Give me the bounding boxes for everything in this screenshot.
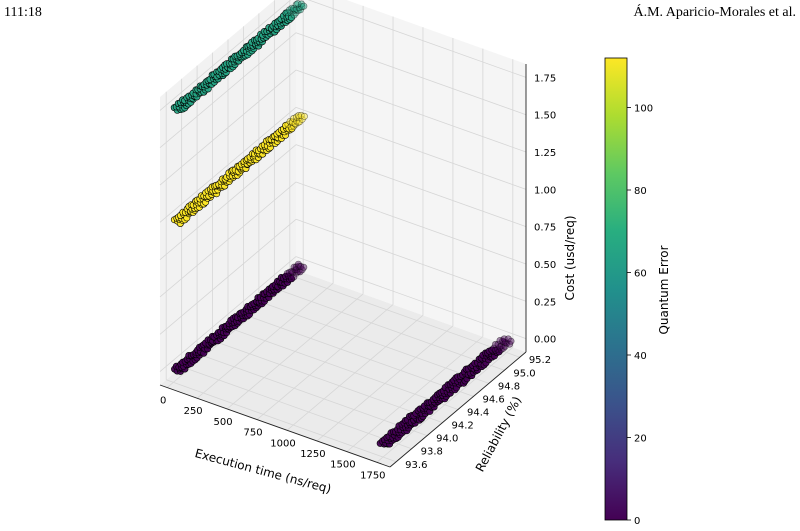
scatter-points	[170, 0, 515, 448]
scatter-point	[300, 263, 308, 271]
colorbar-gradient	[604, 57, 628, 521]
y-tick-label: 94.4	[467, 408, 489, 419]
y-gridline	[227, 327, 459, 410]
scatter-series	[170, 0, 308, 114]
z-gridline	[159, 144, 297, 260]
x-axis-line	[159, 384, 391, 468]
y-gridline	[181, 366, 412, 450]
z-gridline	[295, 181, 527, 265]
scatter-point	[300, 2, 308, 10]
z-tick-label: 1.00	[534, 185, 556, 196]
z-gridline	[295, 32, 527, 116]
y-gridline	[258, 300, 490, 384]
x-tick-label: 0	[160, 396, 166, 407]
z-gridline	[295, 106, 527, 190]
y-gridline	[274, 287, 505, 371]
scatter-point	[283, 269, 291, 277]
colorbar-tick-label: 40	[634, 351, 647, 362]
z-tick-label: 0.75	[534, 223, 556, 234]
y-tick-label: 95.2	[529, 355, 551, 366]
z-gridline	[295, 144, 527, 228]
z-tick-label: 1.25	[534, 148, 556, 159]
colorbar-tick-label: 100	[634, 104, 653, 115]
z-tick-label: 1.75	[534, 73, 556, 84]
y-gridline	[289, 274, 520, 358]
scatter-point	[296, 268, 304, 276]
y-gridline	[243, 314, 474, 397]
colorbar: 0 20 40 60 80 100	[604, 57, 653, 527]
page-number: 111:18	[4, 5, 42, 20]
colorbar-tick-label: 20	[634, 434, 647, 445]
axis-lines	[159, 64, 527, 468]
y-gridline	[166, 379, 397, 463]
z-axis-label: Cost (usd/req)	[563, 215, 577, 300]
z-gridline	[159, 256, 297, 372]
scatter-point	[496, 336, 504, 344]
scatter-point	[504, 335, 512, 343]
z-gridline	[295, 256, 527, 339]
z-tick-label: 0.25	[534, 297, 556, 308]
z-gridline	[159, 181, 297, 298]
z-gridline	[159, 0, 292, 111]
scatter-point	[500, 335, 508, 343]
colorbar-label: Quantum Error	[657, 245, 671, 334]
y-tick-label: 94.6	[482, 394, 504, 405]
scatter-point	[300, 112, 308, 120]
scatter-point	[289, 268, 297, 276]
x-tick-label: 1500	[330, 460, 355, 471]
grid-lines	[159, 0, 527, 463]
z-tick-label: 1.50	[534, 111, 556, 122]
z-gridline	[295, 69, 527, 153]
x-tick-label: 1250	[300, 449, 325, 460]
scatter-series	[376, 335, 515, 448]
z-gridline	[159, 32, 297, 149]
z-gridline	[295, 218, 527, 302]
x-tick-label: 250	[184, 406, 203, 417]
scatter-point	[287, 14, 295, 22]
colorbar-tick-label: 80	[634, 186, 647, 197]
x-tick-label: 500	[214, 417, 233, 428]
y-gridline	[196, 353, 428, 437]
z-tick-label: 0.00	[534, 335, 556, 346]
colorbar-tick-label: 0	[634, 516, 640, 527]
back-pane	[296, 0, 526, 352]
y-tick-label: 93.8	[421, 447, 443, 458]
z-tick-label: 0.50	[534, 260, 556, 271]
x-tick-label: 750	[243, 428, 262, 439]
y-axis-label: Reliability (%)	[473, 394, 524, 474]
x-tick-label: 1000	[270, 438, 295, 449]
y-gridline	[212, 340, 443, 423]
scatter-series	[170, 111, 308, 228]
z-gridline	[159, 69, 297, 186]
scatter-point	[507, 337, 515, 345]
y-tick-label: 94.8	[498, 381, 520, 392]
scatter-point	[295, 112, 303, 120]
y-tick-label: 94.0	[436, 434, 458, 445]
y-tick-label: 94.2	[452, 421, 474, 432]
z-gridline	[307, 0, 527, 78]
scatter-series	[171, 260, 308, 375]
z-gridline	[159, 218, 297, 335]
tick-labels: 0 250 500 750 1000 1250 1500 1750 93.6 93.8 94.0 94…	[160, 73, 556, 481]
y-tick-label: 95.0	[513, 368, 535, 379]
x-tick-label: 1750	[360, 470, 385, 481]
y-tick-label: 93.6	[405, 460, 427, 471]
page-author-header: Á.M. Aparicio-Morales et al.	[633, 5, 796, 20]
z-gridline	[159, 107, 297, 223]
colorbar-tick-label: 60	[634, 269, 647, 280]
y-axis-line	[389, 351, 527, 468]
